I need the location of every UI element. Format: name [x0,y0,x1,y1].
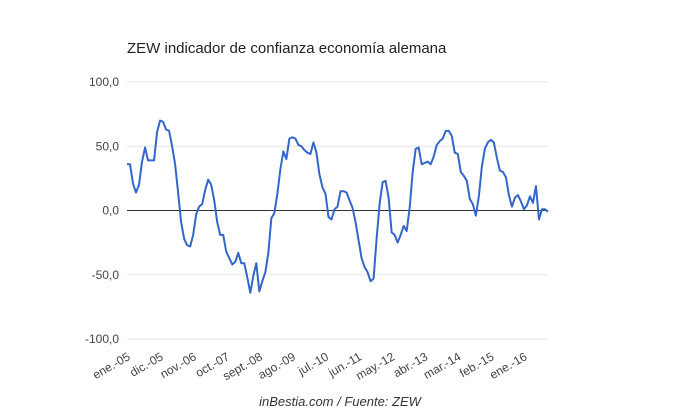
y-tick-label: 100,0 [89,75,119,89]
x-tick-label: may.-12 [353,349,397,383]
source-note: inBestia.com / Fuente: ZEW [259,394,421,409]
x-tick-label: dic.-05 [127,349,165,379]
y-tick-label: 50,0 [96,139,120,153]
series-line [127,119,549,294]
y-tick-label: 0,0 [102,204,119,218]
y-axis-ticks: 100,0 50,0 0,0 -50,0 -100,0 [85,75,119,346]
x-tick-label: ene.-05 [90,349,133,382]
x-tick-label: jul.-10 [295,349,331,378]
x-tick-label: nov.-06 [158,349,199,381]
x-tick-label: ene.-16 [487,349,530,382]
x-tick-label: mar.-14 [421,349,464,382]
chart-title: ZEW indicador de confianza economía alem… [127,40,447,57]
x-tick-label: ago.-09 [256,349,299,382]
x-axis-ticks: ene.-05dic.-05nov.-06oct.-07sept.-08ago.… [90,349,529,383]
grid-lines [127,81,548,340]
y-tick-label: -50,0 [92,268,120,282]
y-tick-label: -100,0 [85,332,119,346]
